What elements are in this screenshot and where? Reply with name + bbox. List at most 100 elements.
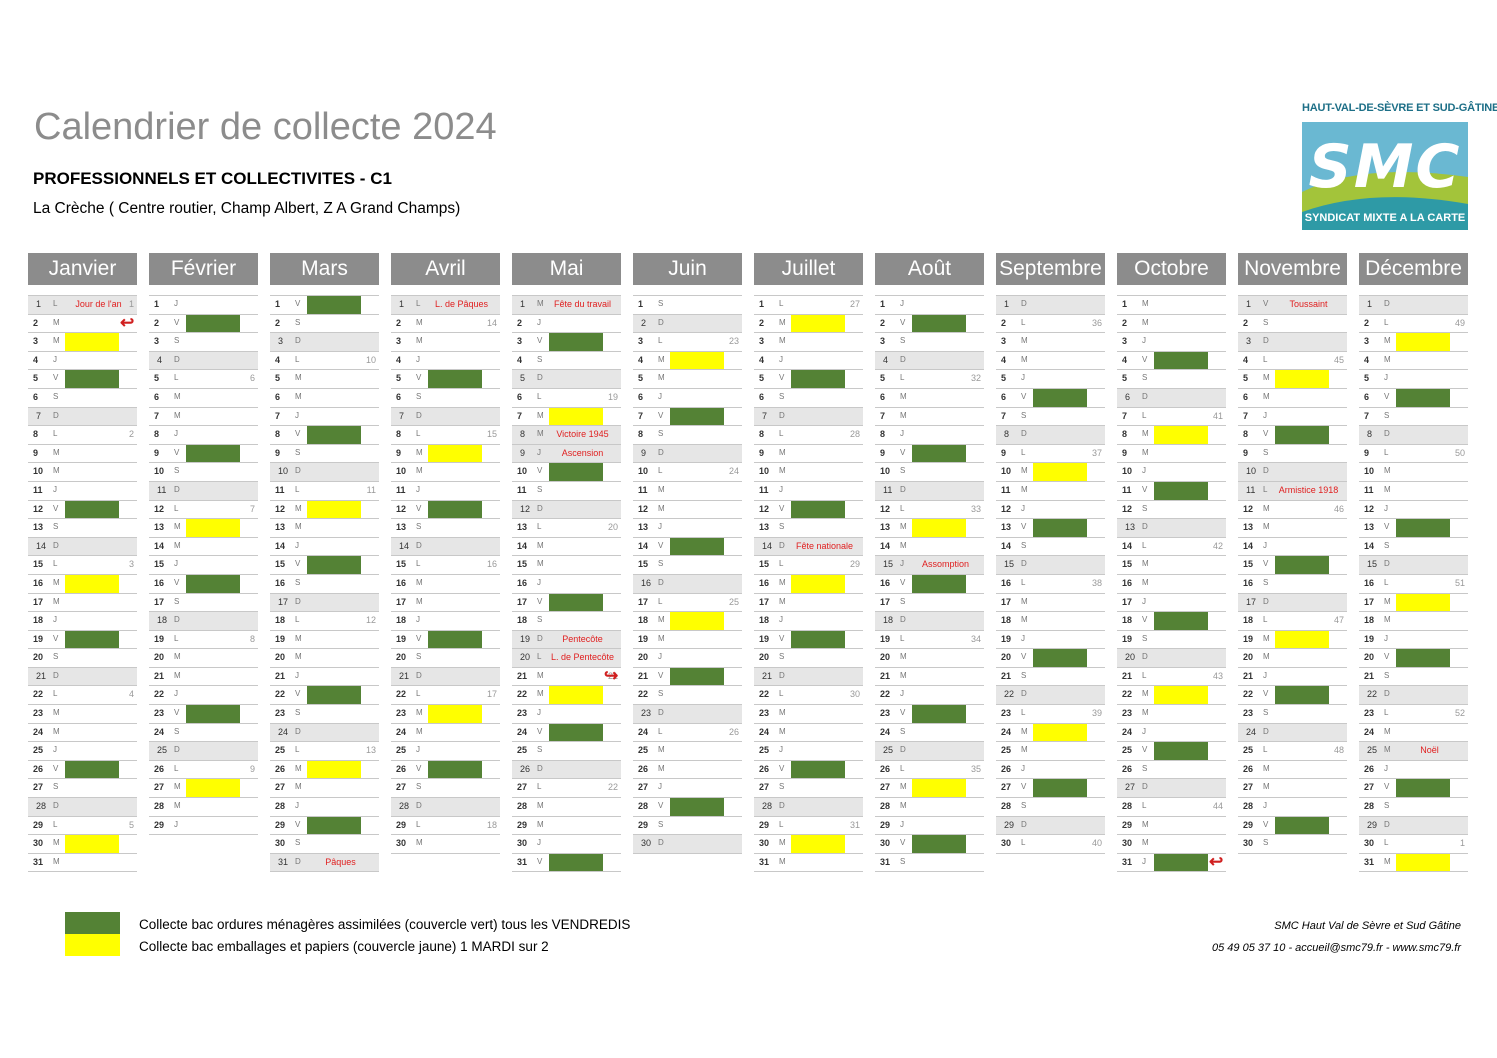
yellow-collection-marker <box>1396 853 1450 872</box>
day-number: 14 <box>1122 540 1133 551</box>
day-row: 30 M <box>1117 835 1226 854</box>
day-letter: S <box>1263 708 1269 718</box>
month-column: Mars 1 V 2 S 3 D 4 L 10 5 M 6 M 7 J 8 V 9 S 10 D 11 L 11 12 M 13 M 14… <box>270 253 379 873</box>
day-row: 17 M <box>1359 593 1468 613</box>
day-letter: J <box>900 689 904 699</box>
day-row: 11 M <box>996 481 1105 501</box>
day-letter: J <box>1021 503 1025 513</box>
day-number: 17 <box>1246 596 1257 607</box>
day-letter: M <box>174 801 181 811</box>
day-letter: L <box>1384 317 1389 327</box>
day-row: 26 L 35 <box>875 760 984 780</box>
day-row: 25 M Noël <box>1359 742 1468 761</box>
day-number: 23 <box>517 708 528 719</box>
day-number: 19 <box>520 633 531 644</box>
day-row: 17 D <box>1238 593 1347 613</box>
day-letter: L <box>53 559 58 569</box>
day-number: 14 <box>154 540 165 551</box>
day-number: 18 <box>883 615 894 626</box>
day-row: 21 D <box>28 667 137 687</box>
day-number: 18 <box>33 615 44 626</box>
day-row: 26 M <box>270 760 379 780</box>
day-number: 29 <box>33 819 44 830</box>
day-row: 10 D <box>1238 463 1347 482</box>
day-letter: J <box>53 354 57 364</box>
footer-org: SMC Haut Val de Sèvre et Sud Gâtine <box>1274 920 1461 932</box>
day-row: 28 J <box>270 798 379 817</box>
day-letter: L <box>779 429 784 439</box>
day-letter: J <box>1384 763 1388 773</box>
day-number: 3 <box>1001 336 1007 347</box>
day-letter: L <box>658 726 663 736</box>
day-letter: L <box>416 429 421 439</box>
day-letter: M <box>1384 466 1391 476</box>
day-number: 14 <box>880 540 891 551</box>
day-number: 1 <box>1004 299 1010 309</box>
day-number: 3 <box>396 336 402 347</box>
day-number: 18 <box>1364 615 1375 626</box>
day-row: 10 M <box>996 463 1105 482</box>
day-letter: J <box>779 354 783 364</box>
yellow-collection-marker <box>670 351 724 370</box>
day-number: 11 <box>396 484 406 495</box>
day-row: 26 M <box>1238 760 1347 780</box>
day-letter: V <box>658 410 664 420</box>
day-number: 20 <box>275 652 286 663</box>
day-letter: S <box>900 726 906 736</box>
day-letter: V <box>53 503 59 513</box>
day-number: 8 <box>396 429 402 440</box>
day-row: 21 M <box>875 667 984 687</box>
yellow-collection-marker <box>428 444 482 463</box>
day-row: 25 S <box>512 742 621 761</box>
day-letter: V <box>900 838 906 848</box>
day-number: 2 <box>517 317 523 328</box>
day-letter: D <box>295 726 301 736</box>
day-row: 20 D <box>1117 649 1226 668</box>
day-number: 20 <box>880 652 891 663</box>
day-letter: S <box>1142 633 1148 643</box>
day-row: 11 J <box>28 481 137 501</box>
day-row: 20 V <box>996 649 1105 668</box>
day-letter: S <box>658 689 664 699</box>
day-letter: J <box>174 429 178 439</box>
day-number: 5 <box>1243 373 1249 384</box>
day-number: 8 <box>759 429 765 440</box>
day-number: 21 <box>1001 670 1012 681</box>
day-letter: M <box>1263 763 1270 773</box>
day-number: 25 <box>638 745 649 756</box>
day-number: 25 <box>1243 745 1254 756</box>
day-letter: M <box>537 299 544 308</box>
day-number: 19 <box>880 633 891 644</box>
day-letter: M <box>53 726 60 736</box>
reschedule-arrow-icon: ↩ <box>1209 851 1224 871</box>
day-letter: J <box>1384 503 1388 513</box>
month-column: Février 1 J 2 V 3 S 4 D 5 L 6 6 M 7 M 8 J 9 V 10 S 11 D 12 L 7 13 M 1… <box>149 253 258 836</box>
day-number: 10 <box>33 466 44 477</box>
day-letter: V <box>1021 652 1027 662</box>
day-letter: M <box>779 726 786 736</box>
day-number: 4 <box>1122 354 1128 365</box>
day-number: 12 <box>1001 503 1012 514</box>
green-collection-marker <box>549 593 603 612</box>
day-number: 2 <box>880 317 886 328</box>
day-number: 6 <box>275 391 281 402</box>
day-number: 21 <box>517 670 528 681</box>
day-letter: D <box>1142 652 1148 662</box>
day-number: 22 <box>517 689 528 700</box>
green-collection-marker <box>1154 742 1208 760</box>
day-number: 20 <box>520 652 531 663</box>
day-letter: V <box>1384 782 1390 792</box>
day-letter: L <box>1263 484 1268 494</box>
yellow-collection-marker <box>186 779 240 798</box>
day-letter: M <box>1021 354 1028 364</box>
day-number: 13 <box>880 522 891 533</box>
day-letter: S <box>1142 373 1148 383</box>
day-row: 24 S <box>875 723 984 743</box>
day-row: 24 M <box>1359 723 1468 743</box>
yellow-collection-marker <box>791 835 845 853</box>
day-letter: L <box>1263 354 1268 364</box>
